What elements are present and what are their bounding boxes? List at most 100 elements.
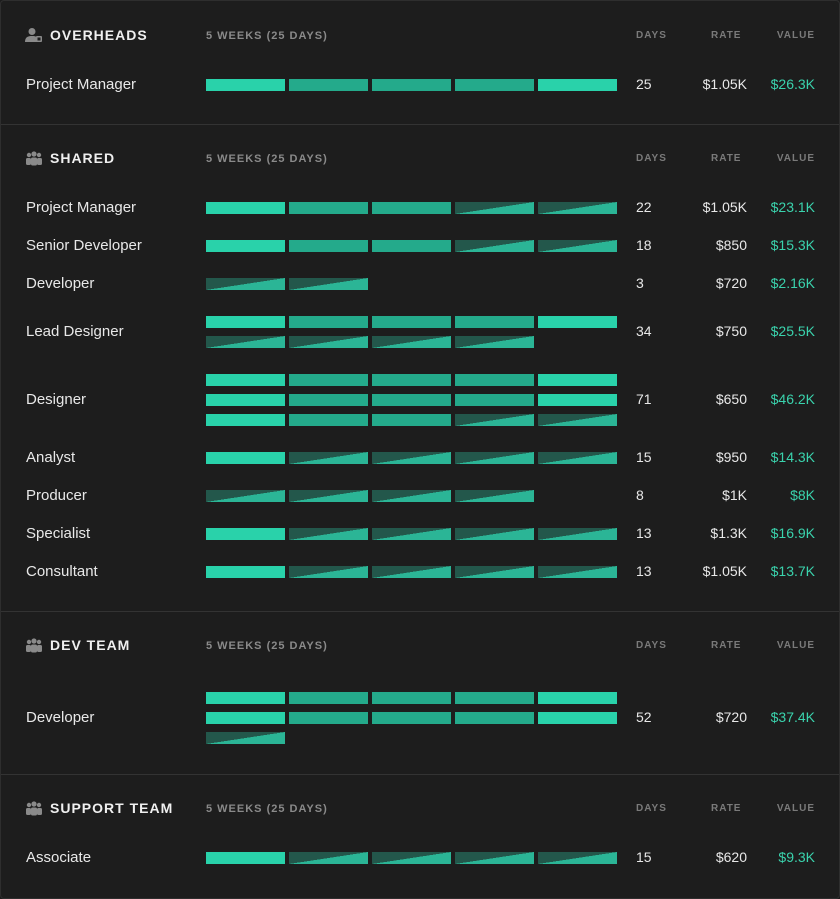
allocation-bars (206, 490, 618, 510)
partial-week-segment (455, 490, 534, 502)
rate-column-header: RATE (711, 640, 742, 651)
allocation-week-line (206, 528, 618, 540)
resource-row[interactable]: Developer 3 $720 $2.16K (1, 274, 839, 294)
section-dev-team: DEV TEAM 5 WEEKS (25 DAYS) DAYS RATE VAL… (1, 1, 839, 774)
partial-week-segment (289, 566, 368, 578)
rate-column-header: RATE (711, 153, 742, 164)
full-week-segment (372, 374, 451, 386)
full-week-segment (206, 852, 285, 864)
partial-week-segment (289, 852, 368, 864)
rate-value: $950 (715, 449, 747, 465)
team-icon (26, 801, 42, 816)
section-header: DEV TEAM 5 WEEKS (25 DAYS) DAYS RATE VAL… (1, 635, 839, 655)
partial-week-segment (455, 414, 534, 426)
team-icon (26, 638, 42, 653)
partial-week-segment (538, 414, 617, 426)
full-week-segment (372, 316, 451, 328)
section-title: OVERHEADS (50, 27, 148, 43)
full-week-segment (206, 316, 285, 328)
rate-value: $650 (715, 391, 747, 407)
total-value: $16.9K (770, 525, 815, 541)
resource-row[interactable]: Associate 15 $620 $9.3K (1, 848, 839, 868)
allocation-bars (206, 374, 618, 434)
section-header: OVERHEADS 5 WEEKS (25 DAYS) DAYS RATE VA… (1, 25, 839, 45)
allocation-week-line (206, 240, 618, 252)
allocation-week-line (206, 278, 618, 290)
allocation-week-line (206, 336, 618, 348)
allocation-week-line (206, 202, 618, 214)
resource-row[interactable]: Developer 52 $720 $37.4K (1, 688, 839, 748)
full-week-segment (455, 374, 534, 386)
resource-name: Designer (26, 391, 87, 408)
resource-name: Project Manager (26, 199, 137, 216)
rate-value: $1.05K (702, 199, 747, 215)
partial-week-segment (372, 336, 451, 348)
partial-week-segment (206, 336, 285, 348)
partial-week-segment (372, 528, 451, 540)
allocation-week-line (206, 414, 618, 426)
allocation-week-line (206, 732, 618, 744)
total-value: $14.3K (770, 449, 815, 465)
allocation-week-line (206, 490, 618, 502)
allocation-week-line (206, 712, 618, 724)
allocation-week-line (206, 692, 618, 704)
partial-week-segment (455, 452, 534, 464)
resource-row[interactable]: Consultant 13 $1.05K $13.7K (1, 562, 839, 582)
days-value: 3 (636, 275, 644, 291)
resource-row[interactable]: Lead Designer 34 $750 $25.5K (1, 312, 839, 352)
partial-week-segment (538, 240, 617, 252)
team-icon (26, 151, 42, 166)
partial-week-segment (289, 336, 368, 348)
full-week-segment (289, 316, 368, 328)
person-icon (25, 28, 42, 42)
full-week-segment (538, 79, 617, 91)
rate-column-header: RATE (711, 30, 742, 41)
resource-row[interactable]: Project Manager 22 $1.05K $23.1K (1, 198, 839, 218)
full-week-segment (206, 240, 285, 252)
partial-week-segment (538, 452, 617, 464)
days-value: 25 (636, 76, 652, 92)
resource-name: Consultant (26, 563, 98, 580)
full-week-segment (372, 394, 451, 406)
full-week-segment (372, 240, 451, 252)
value-column-header: VALUE (776, 30, 815, 41)
partial-week-segment (538, 852, 617, 864)
partial-week-segment (206, 278, 285, 290)
allocation-bars (206, 202, 618, 222)
full-week-segment (289, 79, 368, 91)
full-week-segment (289, 394, 368, 406)
allocation-week-line (206, 394, 618, 406)
resource-row[interactable]: Producer 8 $1K $8K (1, 486, 839, 506)
full-week-segment (206, 374, 285, 386)
allocation-week-line (206, 79, 618, 91)
section-header: SUPPORT TEAM 5 WEEKS (25 DAYS) DAYS RATE… (1, 798, 839, 818)
days-value: 13 (636, 563, 652, 579)
resource-name: Analyst (26, 449, 76, 466)
resource-row[interactable]: Analyst 15 $950 $14.3K (1, 448, 839, 468)
resource-row[interactable]: Specialist 13 $1.3K $16.9K (1, 524, 839, 544)
full-week-segment (206, 394, 285, 406)
days-value: 15 (636, 849, 652, 865)
resource-name: Developer (26, 709, 95, 726)
full-week-segment (455, 712, 534, 724)
resource-name: Producer (26, 487, 87, 504)
resource-row[interactable]: Senior Developer 18 $850 $15.3K (1, 236, 839, 256)
allocation-week-line (206, 852, 618, 864)
total-value: $2.16K (770, 275, 815, 291)
resource-row[interactable]: Designer 71 $650 $46.2K (1, 370, 839, 430)
rate-value: $750 (715, 323, 747, 339)
days-column-header: DAYS (636, 30, 667, 41)
resource-row[interactable]: Project Manager 25 $1.05K $26.3K (1, 75, 839, 95)
full-week-segment (289, 374, 368, 386)
rate-value: $1.05K (702, 76, 747, 92)
allocation-bars (206, 692, 618, 752)
rate-value: $850 (715, 237, 747, 253)
allocation-bars (206, 452, 618, 472)
total-value: $9.3K (778, 849, 815, 865)
section-title: DEV TEAM (50, 637, 131, 653)
full-week-segment (372, 79, 451, 91)
partial-week-segment (372, 452, 451, 464)
full-week-segment (538, 692, 617, 704)
